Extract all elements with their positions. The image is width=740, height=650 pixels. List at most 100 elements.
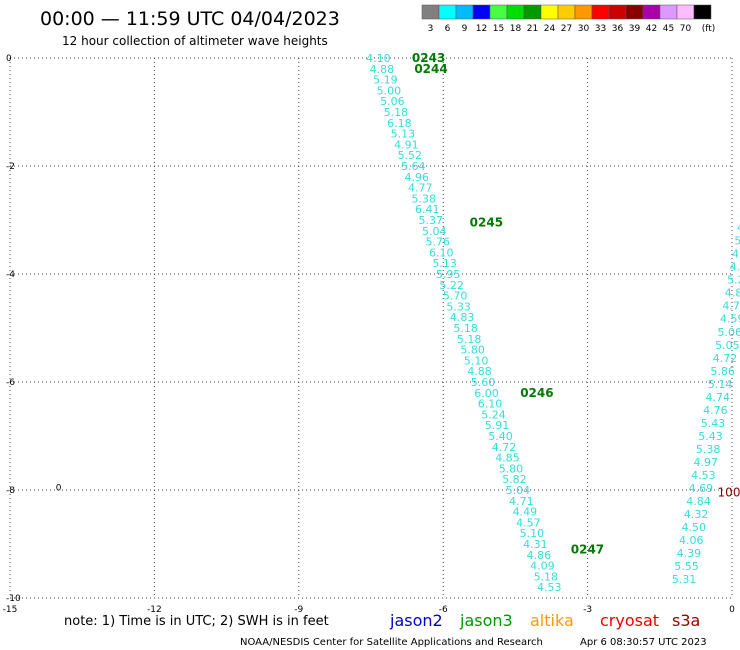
satellite-legend: jason2 jason3 altika cryosat s3a <box>389 611 700 630</box>
swh-value: 5.22 <box>439 279 464 292</box>
colorbar-swatch <box>574 4 593 20</box>
x-tick-label: -3 <box>583 605 592 615</box>
colorbar-label: 6 <box>445 24 451 34</box>
y-tick-label: -8 <box>6 486 15 496</box>
swh-value: 4.85 <box>495 452 520 465</box>
swh-value: 4.84 <box>686 495 711 508</box>
swh-value: 4.39 <box>677 547 702 560</box>
swh-value: 5.24 <box>481 408 506 421</box>
satellite-s3a: s3a <box>672 611 700 630</box>
swh-value: 4.91 <box>394 138 419 151</box>
swh-value: 4 <box>732 248 739 261</box>
swh-value: 5.37 <box>418 214 443 227</box>
colorbar-swatch <box>421 4 440 20</box>
swh-value: 4.83 <box>450 311 475 324</box>
pass-label: 0243 <box>412 51 445 65</box>
y-tick-label: 0 <box>6 54 12 64</box>
swh-value: 6.41 <box>415 203 440 216</box>
chart-title: 00:00 — 11:59 UTC 04/04/2023 <box>40 8 340 30</box>
colorbar-label: 42 <box>646 24 657 34</box>
chart-subtitle: 12 hour collection of altimeter wave hei… <box>62 34 328 48</box>
colorbar-label: 36 <box>612 24 624 34</box>
swh-value: 4.97 <box>693 456 718 469</box>
satellite-jason2: jason2 <box>389 611 443 630</box>
x-tick-label: -6 <box>439 605 448 615</box>
colorbar-swatch <box>591 4 610 20</box>
swh-value: 5.04 <box>506 484 531 497</box>
colorbar-label: 70 <box>680 24 692 34</box>
swh-value: 5.33 <box>446 300 471 313</box>
satellite-cryosat: cryosat <box>600 611 659 630</box>
swh-value: 4.57 <box>516 516 541 529</box>
colorbar-label: (ft) <box>702 24 716 34</box>
x-tick-label: -12 <box>147 605 162 615</box>
colorbar-swatch <box>557 4 576 20</box>
colorbar-swatch <box>608 4 627 20</box>
swh-value: 5.2 <box>727 274 740 287</box>
colorbar-label: 3 <box>428 24 434 34</box>
colorbar-label: 30 <box>578 24 590 34</box>
swh-value: 5.18 <box>453 322 478 335</box>
swh-value: 5.52 <box>398 149 423 162</box>
footer-note: note: 1) Time is in UTC; 2) SWH is in fe… <box>64 614 329 629</box>
swh-value: 5.06 <box>718 326 740 339</box>
colorbar-swatch <box>625 4 644 20</box>
footer-credit: NOAA/NESDIS Center for Satellite Applica… <box>240 637 543 648</box>
swh-value: 5.60 <box>471 376 496 389</box>
swh-value: 4.72 <box>492 441 517 454</box>
swh-value: 5.43 <box>701 417 726 430</box>
swh-value: 5.80 <box>499 462 524 475</box>
swh-value: 4.72 <box>713 352 738 365</box>
swh-value: 6.10 <box>478 398 503 411</box>
colorbar-swatch <box>455 4 474 20</box>
swh-value: 4.6 <box>730 261 740 274</box>
colorbar-swatch <box>676 4 695 20</box>
swh-value: 4.50 <box>681 521 706 534</box>
colorbar-swatch <box>506 4 525 20</box>
swh-value: 5.00 <box>377 84 402 97</box>
satellite-jason3: jason3 <box>459 611 513 630</box>
swh-value: 5.76 <box>425 236 450 249</box>
y-tick-label: -4 <box>6 270 15 280</box>
swh-value: 4.75 <box>722 300 740 313</box>
colorbar-label: 39 <box>629 24 641 34</box>
swh-value: 4.31 <box>523 538 548 551</box>
swh-value: 4.53 <box>537 581 562 594</box>
footer-timestamp: Apr 6 08:30:57 UTC 2023 <box>580 637 707 648</box>
colorbar-legend: 3 6 9 12 15 18 21 24 27 30 33 36 39 42 45 70 (ft) <box>421 4 716 34</box>
swh-value: 5.95 <box>436 268 461 281</box>
swh-value: 5.31 <box>672 573 697 586</box>
colorbar-swatch <box>472 4 491 20</box>
swh-value: 5.70 <box>443 290 468 303</box>
pass-label: 100 <box>718 486 740 500</box>
colorbar-swatch <box>540 4 559 20</box>
swh-value: 4.32 <box>684 508 709 521</box>
y-tick-label: -2 <box>6 162 15 172</box>
swh-value: 4.96 <box>405 171 430 184</box>
pass-label: 0246 <box>520 386 553 400</box>
colorbar-label: 27 <box>561 24 572 34</box>
swh-value: 6.10 <box>429 246 454 259</box>
swh-value: 4.69 <box>689 482 714 495</box>
colorbar-label: 9 <box>462 24 468 34</box>
swh-value: 5.38 <box>412 192 437 205</box>
y-tick-label: -6 <box>6 378 15 388</box>
swh-value: 5.82 <box>502 473 526 486</box>
swh-value: 6.18 <box>387 117 412 130</box>
swh-value: 5.80 <box>460 344 485 357</box>
colorbar-swatch <box>693 4 712 20</box>
swh-value: 4 <box>737 222 740 235</box>
swh-value: 4.86 <box>527 549 552 562</box>
colorbar-swatch <box>489 4 508 20</box>
swh-value: 4.87 <box>725 287 740 300</box>
colorbar-label: 21 <box>527 24 538 34</box>
swh-value: 5.06 <box>380 95 405 108</box>
swh-value: 4.71 <box>509 495 534 508</box>
swh-value: 5.38 <box>696 443 721 456</box>
swh-value: 4.77 <box>408 182 433 195</box>
swh-value: 5.43 <box>698 430 723 443</box>
swh-value: 5.05 <box>715 339 740 352</box>
colorbar-label: 15 <box>493 24 504 34</box>
